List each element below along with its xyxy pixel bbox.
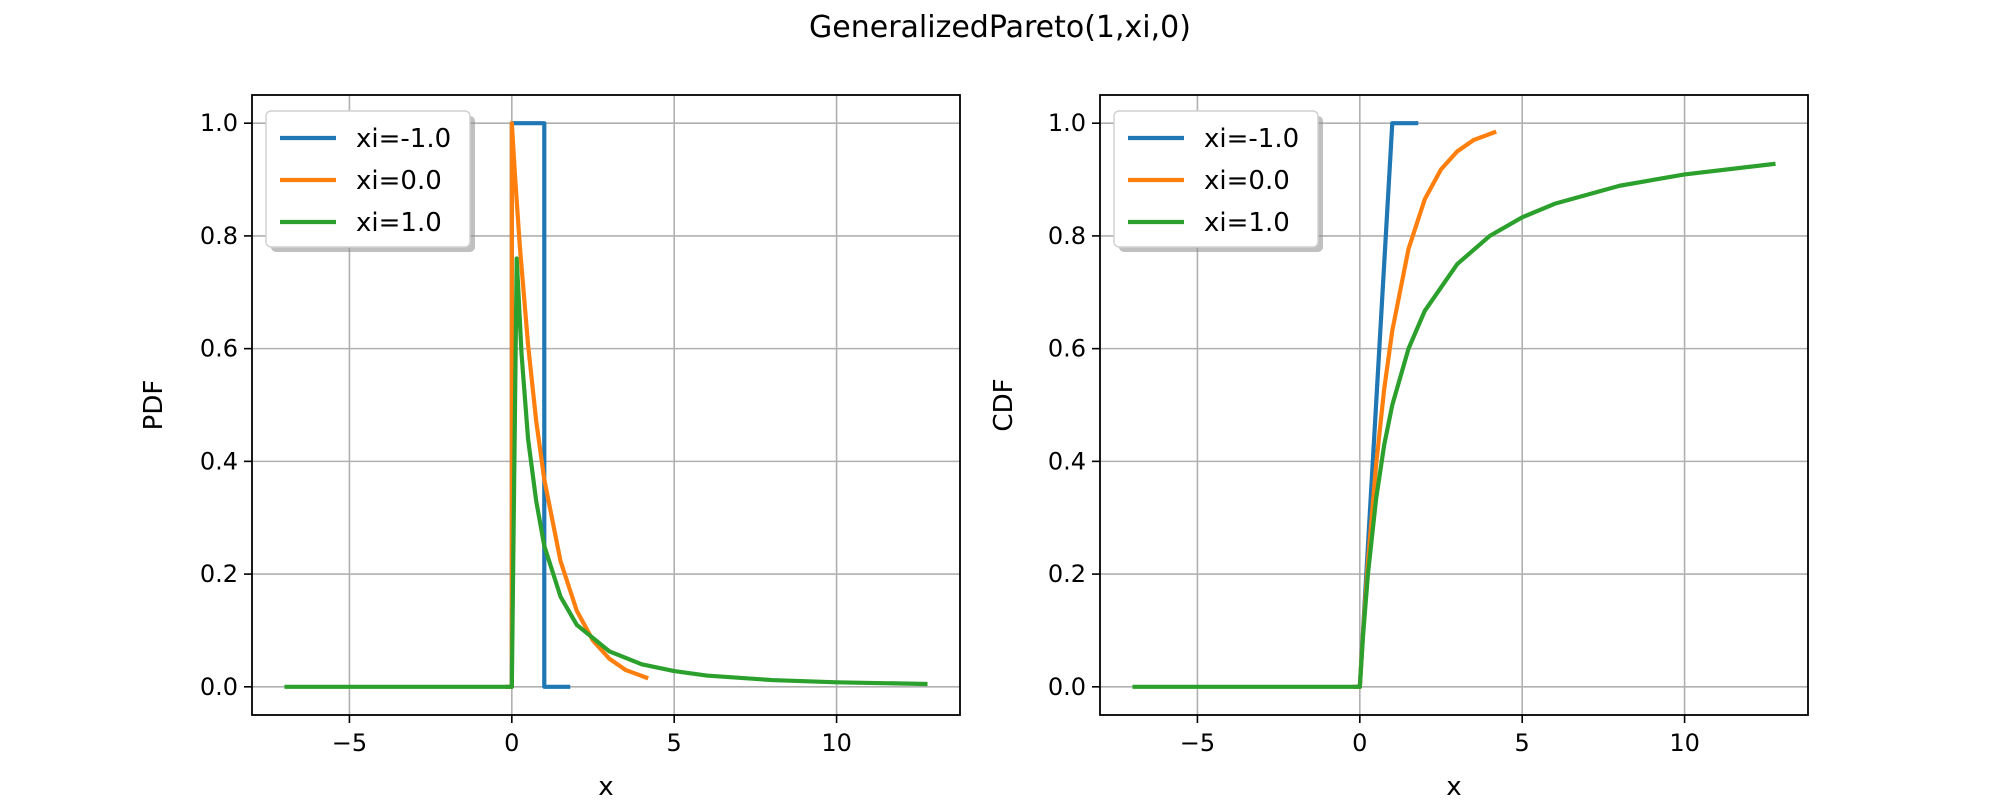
legend-box	[1113, 110, 1319, 248]
y-tick-label: 0.0	[200, 673, 238, 701]
legend: xi=-1.0 xi=0.0 xi=1.0	[265, 110, 475, 252]
y-axis-label: CDF	[989, 378, 1019, 431]
series-line-xi=-1.0	[1353, 121, 1419, 689]
x-tick-label: 5	[1515, 729, 1530, 757]
y-tick-label: 1.0	[1048, 109, 1086, 137]
x-tick-label: 10	[821, 729, 852, 757]
x-tick-label: 0	[1352, 729, 1367, 757]
series-line-xi=1.0	[284, 256, 928, 689]
y-tick-label: 0.8	[200, 222, 238, 250]
axes-frame	[251, 94, 961, 716]
legend: xi=-1.0 xi=0.0 xi=1.0	[1113, 110, 1323, 252]
y-tick-label: 0.8	[1048, 222, 1086, 250]
x-tick-label: −5	[332, 729, 367, 757]
legend-label: xi=-1.0	[356, 124, 451, 154]
figure-title: GeneralizedPareto(1,xi,0)	[809, 10, 1191, 45]
y-tick-label: 0.0	[1048, 673, 1086, 701]
legend-label: xi=1.0	[356, 208, 442, 238]
chart-panel-1: −5 0 5 10 0.0 0.2 0.4 0.6 0.8 1.0 x PDF xi=-1.0 xi=0.…	[139, 94, 961, 800]
y-tick-label: 1.0	[200, 109, 238, 137]
y-tick-label: 0.4	[1048, 447, 1086, 475]
x-tick-label: 5	[667, 729, 682, 757]
y-axis-label: PDF	[139, 380, 169, 431]
y-tick-label: 0.4	[200, 447, 238, 475]
x-axis-label: x	[1446, 772, 1461, 800]
series-line-xi=0.0	[505, 121, 649, 689]
legend-label: xi=0.0	[356, 166, 442, 196]
axes-frame	[1099, 94, 1809, 716]
y-tick-label: 0.6	[200, 335, 238, 363]
y-tick-label: 0.2	[1048, 560, 1086, 588]
series-line-xi=1.0	[1132, 161, 1776, 689]
legend-label: xi=-1.0	[1204, 124, 1299, 154]
y-tick-label: 0.6	[1048, 335, 1086, 363]
chart-panel-2: −5 0 5 10 0.0 0.2 0.4 0.6 0.8 1.0 x CDF xi=-1.0 xi=0.…	[989, 94, 1809, 800]
legend-label: xi=1.0	[1204, 208, 1290, 238]
x-tick-label: 10	[1669, 729, 1700, 757]
x-axis-label: x	[598, 772, 613, 800]
legend-label: xi=0.0	[1204, 166, 1290, 196]
legend-box	[265, 110, 471, 248]
y-tick-label: 0.2	[200, 560, 238, 588]
x-tick-label: 0	[504, 729, 519, 757]
x-tick-label: −5	[1180, 729, 1215, 757]
